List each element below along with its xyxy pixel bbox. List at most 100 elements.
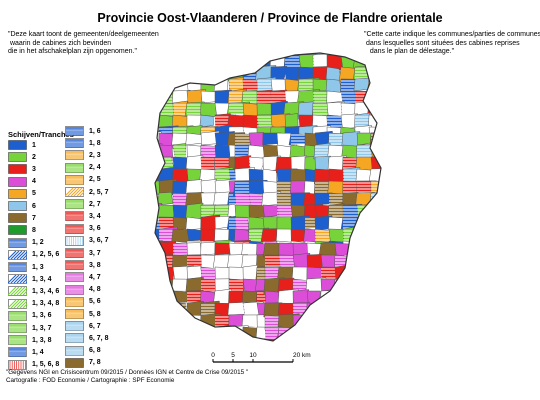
legend-swatch bbox=[8, 225, 27, 236]
municipality-region bbox=[155, 278, 161, 293]
legend-item: 1, 5, 6, 8 bbox=[8, 359, 59, 371]
legend-label: 1, 3, 4 bbox=[32, 275, 52, 283]
municipality-region bbox=[200, 54, 220, 70]
legend-swatch bbox=[8, 310, 27, 321]
municipality-region bbox=[383, 66, 395, 83]
municipality-region bbox=[155, 241, 161, 256]
municipality-region bbox=[369, 204, 381, 220]
municipality-region bbox=[320, 301, 342, 316]
legend-swatch bbox=[8, 188, 27, 199]
legend-label: 2, 5 bbox=[89, 176, 101, 184]
municipality-region bbox=[376, 278, 381, 296]
municipality-region bbox=[362, 254, 381, 271]
municipality-region bbox=[155, 325, 160, 341]
legend-label: 4, 7 bbox=[89, 273, 101, 281]
municipality-region bbox=[383, 54, 395, 69]
municipality-region bbox=[356, 239, 374, 254]
municipality-region bbox=[155, 314, 165, 329]
legend-item: 2 bbox=[8, 151, 36, 163]
municipality-region bbox=[391, 326, 395, 343]
legend-item: 3, 7 bbox=[65, 247, 101, 259]
municipality-region bbox=[291, 338, 309, 341]
municipality-region bbox=[383, 101, 395, 117]
municipality-region bbox=[184, 337, 204, 341]
scale-tick-label: 0 bbox=[211, 352, 215, 359]
legend-swatch bbox=[8, 347, 27, 358]
map-title: Provincie Oost-Vlaanderen / Province de … bbox=[97, 11, 443, 25]
municipality-region bbox=[156, 192, 174, 206]
municipality-region bbox=[199, 114, 214, 128]
legend-swatch bbox=[8, 335, 27, 345]
municipality-region bbox=[214, 54, 231, 69]
municipality-region bbox=[334, 264, 354, 285]
legend-item: 1, 2 bbox=[8, 237, 44, 249]
legend-label: 3, 4 bbox=[89, 212, 101, 220]
legend-item: 8 bbox=[8, 224, 36, 236]
legend-item: 6, 7, 8 bbox=[65, 332, 108, 344]
municipality-region bbox=[334, 338, 351, 341]
note-dutch: "Deze kaart toont de gemeenten/deelgemee… bbox=[8, 31, 159, 56]
legend-label: 6, 8 bbox=[89, 347, 101, 355]
legend-item: 2, 7 bbox=[65, 198, 101, 210]
municipality-region bbox=[186, 325, 203, 341]
legend-item: 1, 3, 4, 6 bbox=[8, 285, 59, 297]
municipality-region bbox=[375, 313, 381, 331]
scale-tick-label: 10 bbox=[249, 352, 257, 359]
legend-label: 5, 8 bbox=[89, 310, 101, 318]
legend-item: 3, 8 bbox=[65, 259, 101, 271]
municipality-region bbox=[370, 240, 381, 255]
municipality-region bbox=[384, 145, 395, 157]
legend-item: 1 bbox=[8, 139, 36, 151]
legend-item: 7, 8 bbox=[65, 357, 101, 369]
municipality-region bbox=[284, 53, 302, 57]
legend-item: 2, 3 bbox=[65, 149, 101, 161]
legend-item: 5, 6 bbox=[65, 296, 101, 308]
legend-label: 1, 6 bbox=[89, 127, 101, 135]
legend-label: 1, 3, 7 bbox=[32, 324, 52, 332]
municipality-region bbox=[355, 228, 376, 243]
municipality-region bbox=[367, 54, 381, 72]
legend-label: 2, 5, 7 bbox=[89, 188, 109, 196]
legend-label: 1, 2 bbox=[32, 239, 44, 247]
municipality-region bbox=[385, 228, 395, 242]
municipality-region bbox=[185, 132, 204, 146]
legend-item: 1, 3, 4 bbox=[8, 273, 51, 285]
municipality-region bbox=[199, 338, 220, 341]
legend-swatch bbox=[65, 357, 84, 368]
municipality-region bbox=[158, 326, 180, 341]
municipality-region bbox=[361, 338, 381, 341]
legend-swatch bbox=[8, 176, 27, 187]
municipality-region bbox=[376, 302, 381, 317]
municipality-region bbox=[185, 66, 208, 82]
legend-swatch bbox=[8, 152, 27, 162]
municipality-region bbox=[346, 290, 369, 307]
legend-swatch bbox=[8, 262, 27, 272]
legend-label: 1, 3, 6 bbox=[32, 312, 52, 320]
municipality-region bbox=[157, 204, 175, 219]
legend-swatch bbox=[65, 284, 84, 295]
legend-swatch bbox=[65, 321, 84, 331]
municipality-region bbox=[383, 90, 395, 104]
municipality-region bbox=[213, 66, 228, 80]
data-source-footer: "Gegevens NGI en Crisiscentrum 09/2015 /… bbox=[6, 369, 248, 384]
legend-item: 1, 3 bbox=[8, 261, 44, 273]
municipality-region bbox=[172, 314, 193, 332]
legend-label: 5 bbox=[32, 190, 36, 198]
legend-item: 4, 7 bbox=[65, 271, 101, 283]
legend-label: 1, 4 bbox=[32, 348, 44, 356]
municipality-region bbox=[172, 66, 190, 84]
legend-swatch bbox=[8, 249, 27, 260]
municipality-region bbox=[306, 338, 329, 341]
legend-label: 1, 3, 4, 8 bbox=[32, 300, 60, 308]
municipality-region bbox=[278, 337, 298, 341]
municipality-region bbox=[368, 90, 381, 106]
municipality-region bbox=[214, 325, 233, 341]
municipality-region bbox=[186, 144, 202, 158]
municipality-region bbox=[383, 193, 395, 206]
legend-label: 1, 3, 8 bbox=[32, 336, 52, 344]
legend-item: 1, 3, 6 bbox=[8, 310, 51, 322]
municipality-region bbox=[200, 53, 220, 57]
municipality-region bbox=[348, 276, 368, 295]
legend-label: 7, 8 bbox=[89, 359, 101, 367]
legend-label: 3, 7 bbox=[89, 249, 101, 257]
